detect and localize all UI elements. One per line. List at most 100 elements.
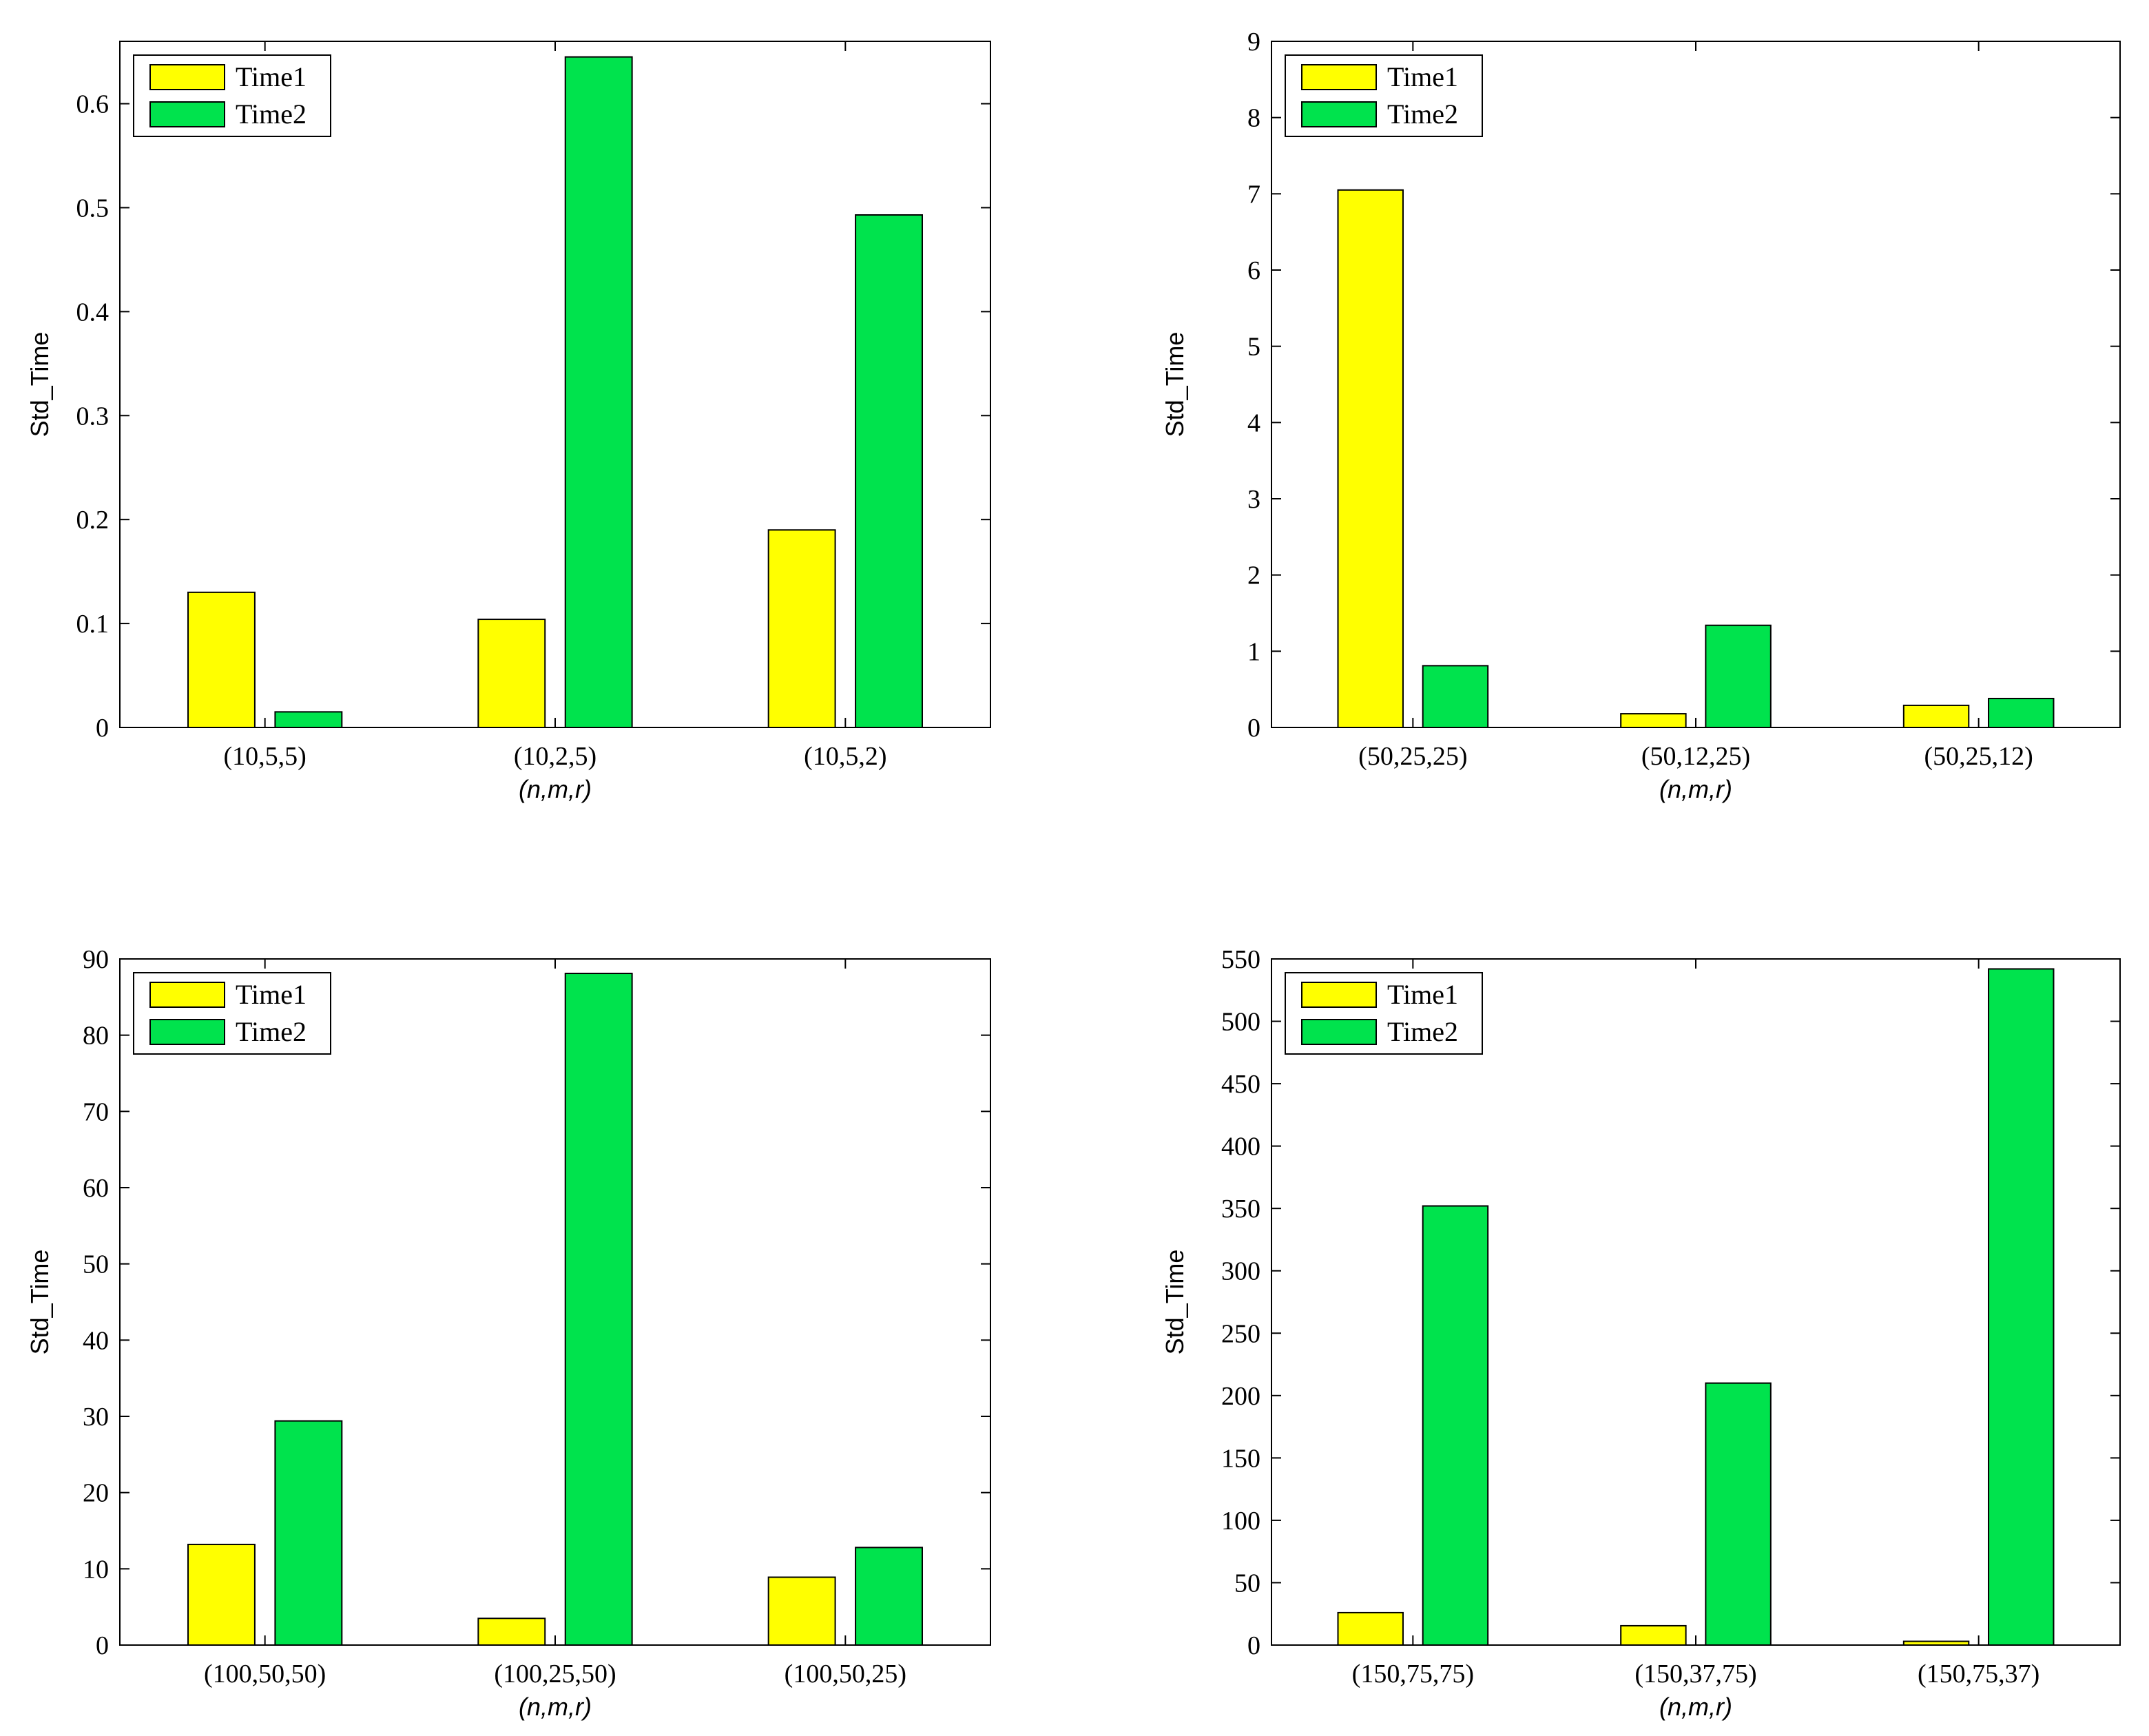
- chart-1-xlabel: (n,m,r): [519, 775, 592, 803]
- chart-3-ytick-label: 10: [83, 1555, 109, 1584]
- chart-2-ytick-label: 8: [1247, 104, 1260, 133]
- chart-2-xtick-label: (50,25,25): [1358, 742, 1467, 771]
- chart-3-bar-time2-2: [564, 973, 633, 1646]
- chart-2-xtick-label: (50,12,25): [1641, 742, 1750, 771]
- chart-4-ytick-label: 550: [1221, 945, 1260, 974]
- chart-3-legend-swatch-time1: [149, 982, 225, 1008]
- chart-3-ytick-label: 70: [83, 1097, 109, 1126]
- chart-3-legend-swatch-time2: [149, 1019, 225, 1045]
- chart-2-ytick-label: 2: [1247, 561, 1260, 590]
- chart-4-legend-label-time1: Time1: [1387, 979, 1458, 1010]
- chart-3-ytick-label: 40: [83, 1326, 109, 1355]
- chart-2-legend-label-time2: Time2: [1387, 99, 1458, 130]
- chart-3-ytick-label: 60: [83, 1174, 109, 1203]
- chart-3-bar-time1-2: [477, 1618, 546, 1646]
- chart-3-bar-time2-1: [274, 1420, 343, 1646]
- chart-3-bar-time1-3: [767, 1576, 836, 1646]
- chart-1-bar-time2-3: [855, 214, 923, 728]
- chart-3-ytick-label: 50: [83, 1250, 109, 1279]
- chart-4-ytick-label: 100: [1221, 1507, 1260, 1536]
- chart-1-bar-time2-1: [274, 711, 343, 729]
- chart-3: 0 10 20 30 40 50 60 70 80 90 (100,50,50) (100,25,50…: [25, 945, 991, 1721]
- chart-2-legend-label-time1: Time1: [1387, 61, 1458, 92]
- chart-2-ytick-label: 6: [1247, 256, 1260, 285]
- chart-1-bar-time2-2: [564, 56, 633, 729]
- chart-4-bar-time2-3: [1988, 968, 2055, 1646]
- chart-2-bar-time1-1: [1337, 189, 1404, 728]
- chart-1-ylabel: Std_Time: [25, 332, 54, 437]
- chart-2-ytick-label: 0: [1247, 714, 1260, 743]
- chart-4-ylabel: Std_Time: [1161, 1250, 1189, 1355]
- chart-2-ytick-label: 1: [1247, 637, 1260, 666]
- chart-3-bar-time2-3: [855, 1547, 923, 1646]
- chart-3-ylabel: Std_Time: [25, 1250, 54, 1355]
- chart-2-legend-swatch-time1: [1301, 64, 1377, 90]
- chart-3-legend-label-time2: Time2: [236, 1016, 307, 1047]
- chart-1-legend-swatch-time1: [149, 64, 225, 90]
- chart-4-ytick-label: 0: [1247, 1631, 1260, 1660]
- chart-4-ytick-label: 200: [1221, 1382, 1260, 1411]
- chart-2-ytick-label: 5: [1247, 333, 1260, 362]
- chart-1-ytick-label: 0.5: [76, 194, 110, 223]
- chart-2-bar-time1-3: [1902, 704, 1970, 729]
- chart-4-xtick-label: (150,75,37): [1918, 1660, 2039, 1688]
- chart-3-ytick-label: 80: [83, 1022, 109, 1051]
- chart-2: 0 1 2 3 4 5 6 7 8 9 (50,25,25) (50,12,25) (50,25,12)…: [1161, 28, 2121, 803]
- chart-4-legend-swatch-time1: [1301, 982, 1377, 1008]
- chart-4-ytick-label: 50: [1234, 1569, 1260, 1598]
- chart-3-ytick-label: 30: [83, 1403, 109, 1432]
- chart-4-legend-label-time2: Time2: [1387, 1016, 1458, 1047]
- chart-1-bar-time1-2: [477, 619, 546, 729]
- chart-2-bar-time2-2: [1705, 624, 1772, 728]
- chart-2-xtick-label: (50,25,12): [1924, 742, 2033, 771]
- chart-1-bar-time1-1: [187, 591, 256, 728]
- chart-3-xlabel: (n,m,r): [519, 1693, 592, 1721]
- chart-2-ytick-label: 9: [1247, 28, 1260, 56]
- chart-4-xlabel: (n,m,r): [1659, 1693, 1732, 1721]
- chart-2-ytick-label: 4: [1247, 409, 1260, 437]
- chart-4-bar-time1-3: [1902, 1640, 1970, 1646]
- chart-1-ytick-label: 0: [96, 714, 109, 743]
- chart-4-bar-time1-1: [1337, 1611, 1404, 1646]
- chart-1-ytick-label: 0.2: [76, 506, 110, 535]
- chart-2-bar-time1-2: [1620, 713, 1687, 728]
- chart-1-legend-swatch-time2: [149, 101, 225, 127]
- chart-1-legend-label-time2: Time2: [236, 99, 307, 130]
- chart-4-bar-time2-2: [1705, 1382, 1772, 1646]
- chart-2-bar-time2-1: [1422, 665, 1489, 728]
- chart-1-ytick-label: 0.1: [76, 610, 110, 639]
- chart-2-ylabel: Std_Time: [1161, 332, 1189, 437]
- chart-1-xtick-label: (10,5,5): [224, 742, 307, 771]
- chart-1-ytick-label: 0.6: [76, 90, 110, 119]
- chart-3-xtick-label: (100,50,25): [785, 1660, 906, 1688]
- chart-3-xtick-label: (100,50,50): [204, 1660, 326, 1688]
- chart-2-bar-time2-3: [1988, 697, 2055, 728]
- chart-1: 0 0.1 0.2 0.3 0.4 0.5 0.6 (10,5,5) (10,2,5) (10,5…: [25, 41, 991, 803]
- chart-4-ytick-label: 150: [1221, 1444, 1260, 1473]
- chart-3-xtick-label: (100,25,50): [494, 1660, 616, 1688]
- chart-3-ytick-label: 90: [83, 945, 109, 974]
- chart-1-xtick-label: (10,2,5): [514, 742, 596, 771]
- chart-4-ytick-label: 250: [1221, 1319, 1260, 1348]
- chart-4-ytick-label: 300: [1221, 1257, 1260, 1286]
- chart-2-ytick-label: 7: [1247, 180, 1260, 209]
- chart-4-bar-time2-1: [1422, 1205, 1489, 1646]
- chart-1-xtick-label: (10,5,2): [804, 742, 886, 771]
- chart-2-xlabel: (n,m,r): [1659, 775, 1732, 803]
- chart-3-ytick-label: 20: [83, 1479, 109, 1508]
- chart-3-legend-label-time1: Time1: [236, 979, 307, 1010]
- chart-2-ytick-label: 3: [1247, 485, 1260, 514]
- chart-4-ytick-label: 400: [1221, 1133, 1260, 1161]
- chart-4-xtick-label: (150,37,75): [1634, 1660, 1756, 1688]
- chart-4-ytick-label: 350: [1221, 1195, 1260, 1223]
- chart-4-bar-time1-2: [1620, 1624, 1687, 1646]
- chart-4-xtick-label: (150,75,75): [1352, 1660, 1474, 1688]
- chart-1-bar-time1-3: [767, 529, 836, 728]
- chart-4-legend-swatch-time2: [1301, 1019, 1377, 1045]
- chart-2-legend-swatch-time2: [1301, 101, 1377, 127]
- chart-3-ytick-label: 0: [96, 1631, 109, 1660]
- chart-1-ytick-label: 0.4: [76, 298, 110, 327]
- chart-4: 0 50 100 150 200 250 300 350 400 450 500 550 (150,75…: [1161, 945, 2121, 1721]
